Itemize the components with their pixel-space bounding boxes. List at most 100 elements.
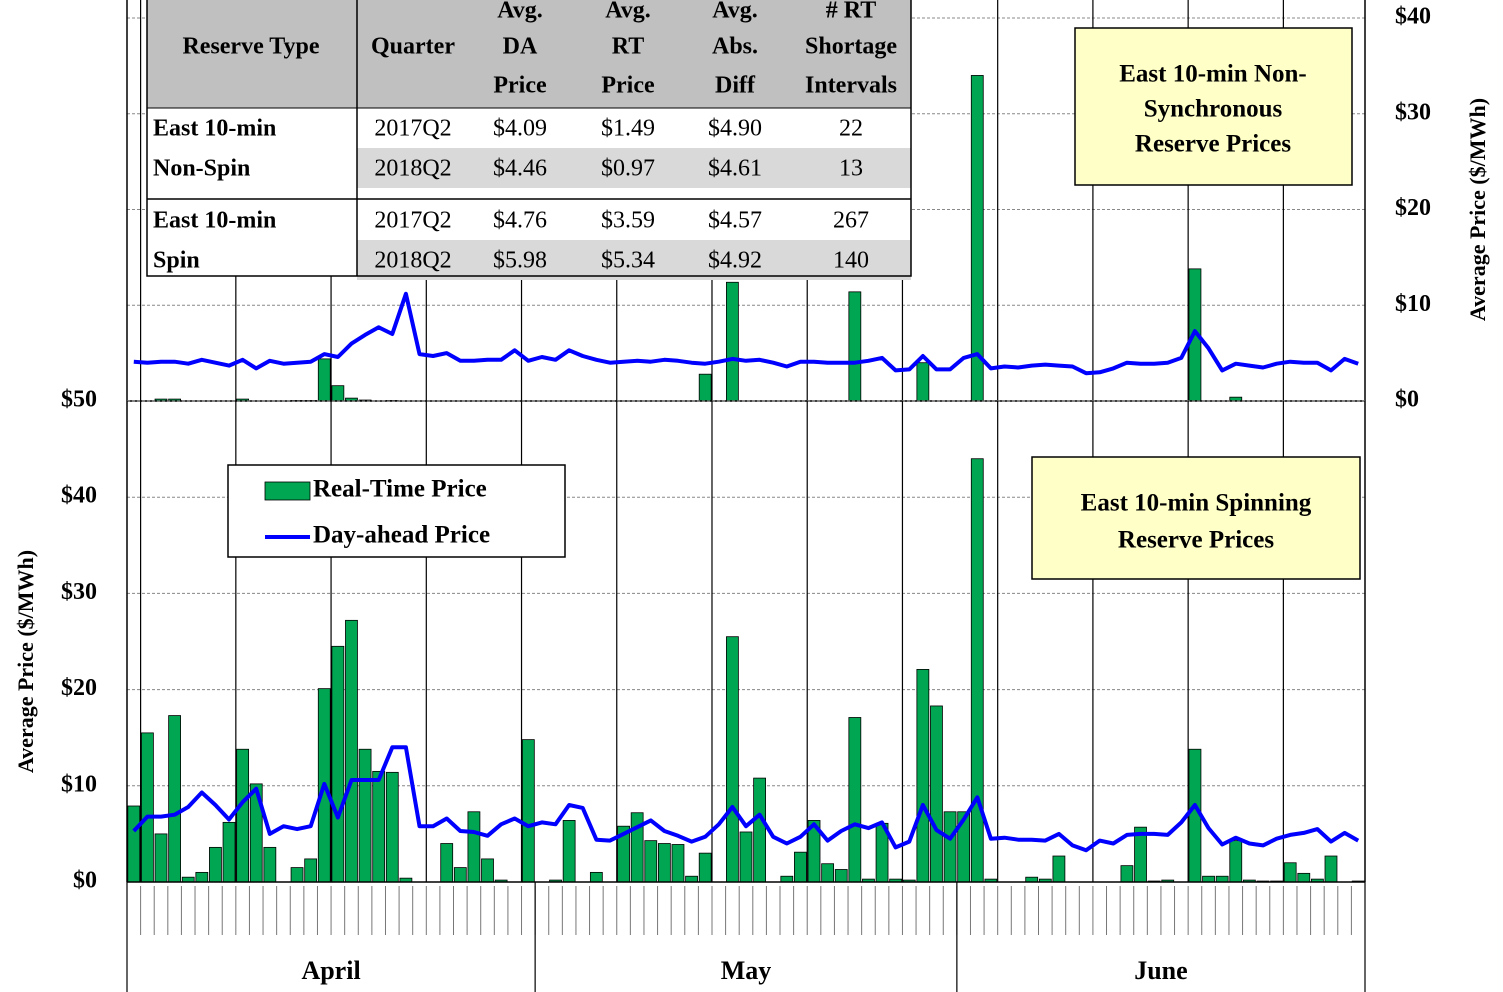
table-header: Avg. [605,0,651,24]
y-tick-label: $30 [61,579,97,605]
table-cell: $3.59 [601,208,655,234]
row-group-label: Non-Spin [153,156,250,182]
note-text: East 10-min Spinning [1081,490,1312,517]
month-label: June [1134,956,1187,985]
table-cell: 2017Q2 [374,116,451,142]
y-axis-label: Average Price ($/MWh) [13,550,38,773]
bar [1324,855,1338,883]
bar [848,291,862,402]
bar [698,373,712,402]
row-group-label: Spin [153,248,200,274]
legend-label: Day-ahead Price [313,522,490,549]
bar [821,863,835,883]
bar [331,645,345,883]
row-shade [357,240,911,280]
table-cell: 2018Q2 [374,156,451,182]
row-shade [357,148,911,188]
table-cell: $4.76 [493,208,547,234]
month-label: May [721,956,772,985]
bar [562,820,576,883]
table-header: RT [612,34,645,60]
note-box [1074,27,1353,186]
bar [345,619,358,883]
legend-swatch [264,481,311,501]
table-header: Quarter [371,34,455,60]
line [132,745,1360,853]
table-cell: $4.92 [708,248,762,274]
bar [916,362,930,402]
bar [209,846,222,883]
table-cell: $4.57 [708,208,762,234]
bar [154,833,168,883]
bar [657,843,671,883]
bar [372,770,386,883]
row-group-label: East 10-min [153,208,276,234]
table-border [146,0,912,277]
table-cell: 13 [839,156,863,182]
bar [521,739,535,883]
table-header: Shortage [805,34,897,60]
bar [794,851,807,883]
note-text: Synchronous [1144,96,1283,123]
note-text: East 10-min Non- [1119,61,1307,88]
y-axis-label: Average Price ($/MWh) [1465,98,1490,321]
y-tick-label: $0 [73,868,97,894]
bar [236,748,250,883]
note-text: Reserve Prices [1135,131,1291,158]
bar [848,717,862,883]
bar [1215,875,1229,883]
table-header: # RT [826,0,877,24]
table-cell: $4.90 [708,116,762,142]
y-tick-label: $30 [1395,99,1431,125]
bar [317,358,331,402]
bar [1202,875,1215,883]
table-cell: $5.98 [493,248,547,274]
bar [726,281,739,402]
table-cell: $4.46 [493,156,547,182]
bar [698,852,712,883]
table-header-bg [147,0,911,108]
bar [195,871,209,883]
y-tick-label: $40 [61,483,97,509]
y-tick-label: $10 [1395,291,1431,317]
bar [970,458,984,883]
table-cell: $4.61 [708,156,762,182]
bar [222,821,236,883]
y-tick-label: $40 [1395,4,1431,30]
table-header: Diff [715,73,756,99]
bar [1052,855,1066,883]
table-header: Intervals [805,73,897,99]
table-cell: $0.97 [601,156,655,182]
line [133,291,1359,376]
bar [127,805,141,883]
overlays: East 10-min Non- Synchronous Reserve Price… [146,0,1361,580]
bar [589,871,603,883]
table-cell: $4.09 [493,116,547,142]
row-group-label: East 10-min [153,116,276,142]
table-cell: 2017Q2 [374,208,451,234]
table-cell: 2018Q2 [374,248,451,274]
table-header: Avg. [712,0,758,24]
bar [943,811,957,883]
bar [1120,865,1134,883]
table-header: Price [493,73,547,99]
bar [685,875,698,883]
bar [916,668,930,883]
note-text: Reserve Prices [1118,527,1274,554]
bar [930,705,943,883]
y-tick-label: $0 [1395,387,1419,413]
bar [263,846,277,883]
legend-box [227,464,566,558]
bar [290,867,304,883]
bar [467,811,481,883]
y-tick-label: $20 [1395,195,1431,221]
bar [1229,840,1243,883]
y-tick-label: $50 [61,387,97,413]
bar [331,385,345,402]
table-cell: 22 [839,116,863,142]
table-header: Reserve Type [182,34,319,60]
bar [168,715,182,883]
bar [481,858,494,883]
table-cell: 140 [833,248,869,274]
